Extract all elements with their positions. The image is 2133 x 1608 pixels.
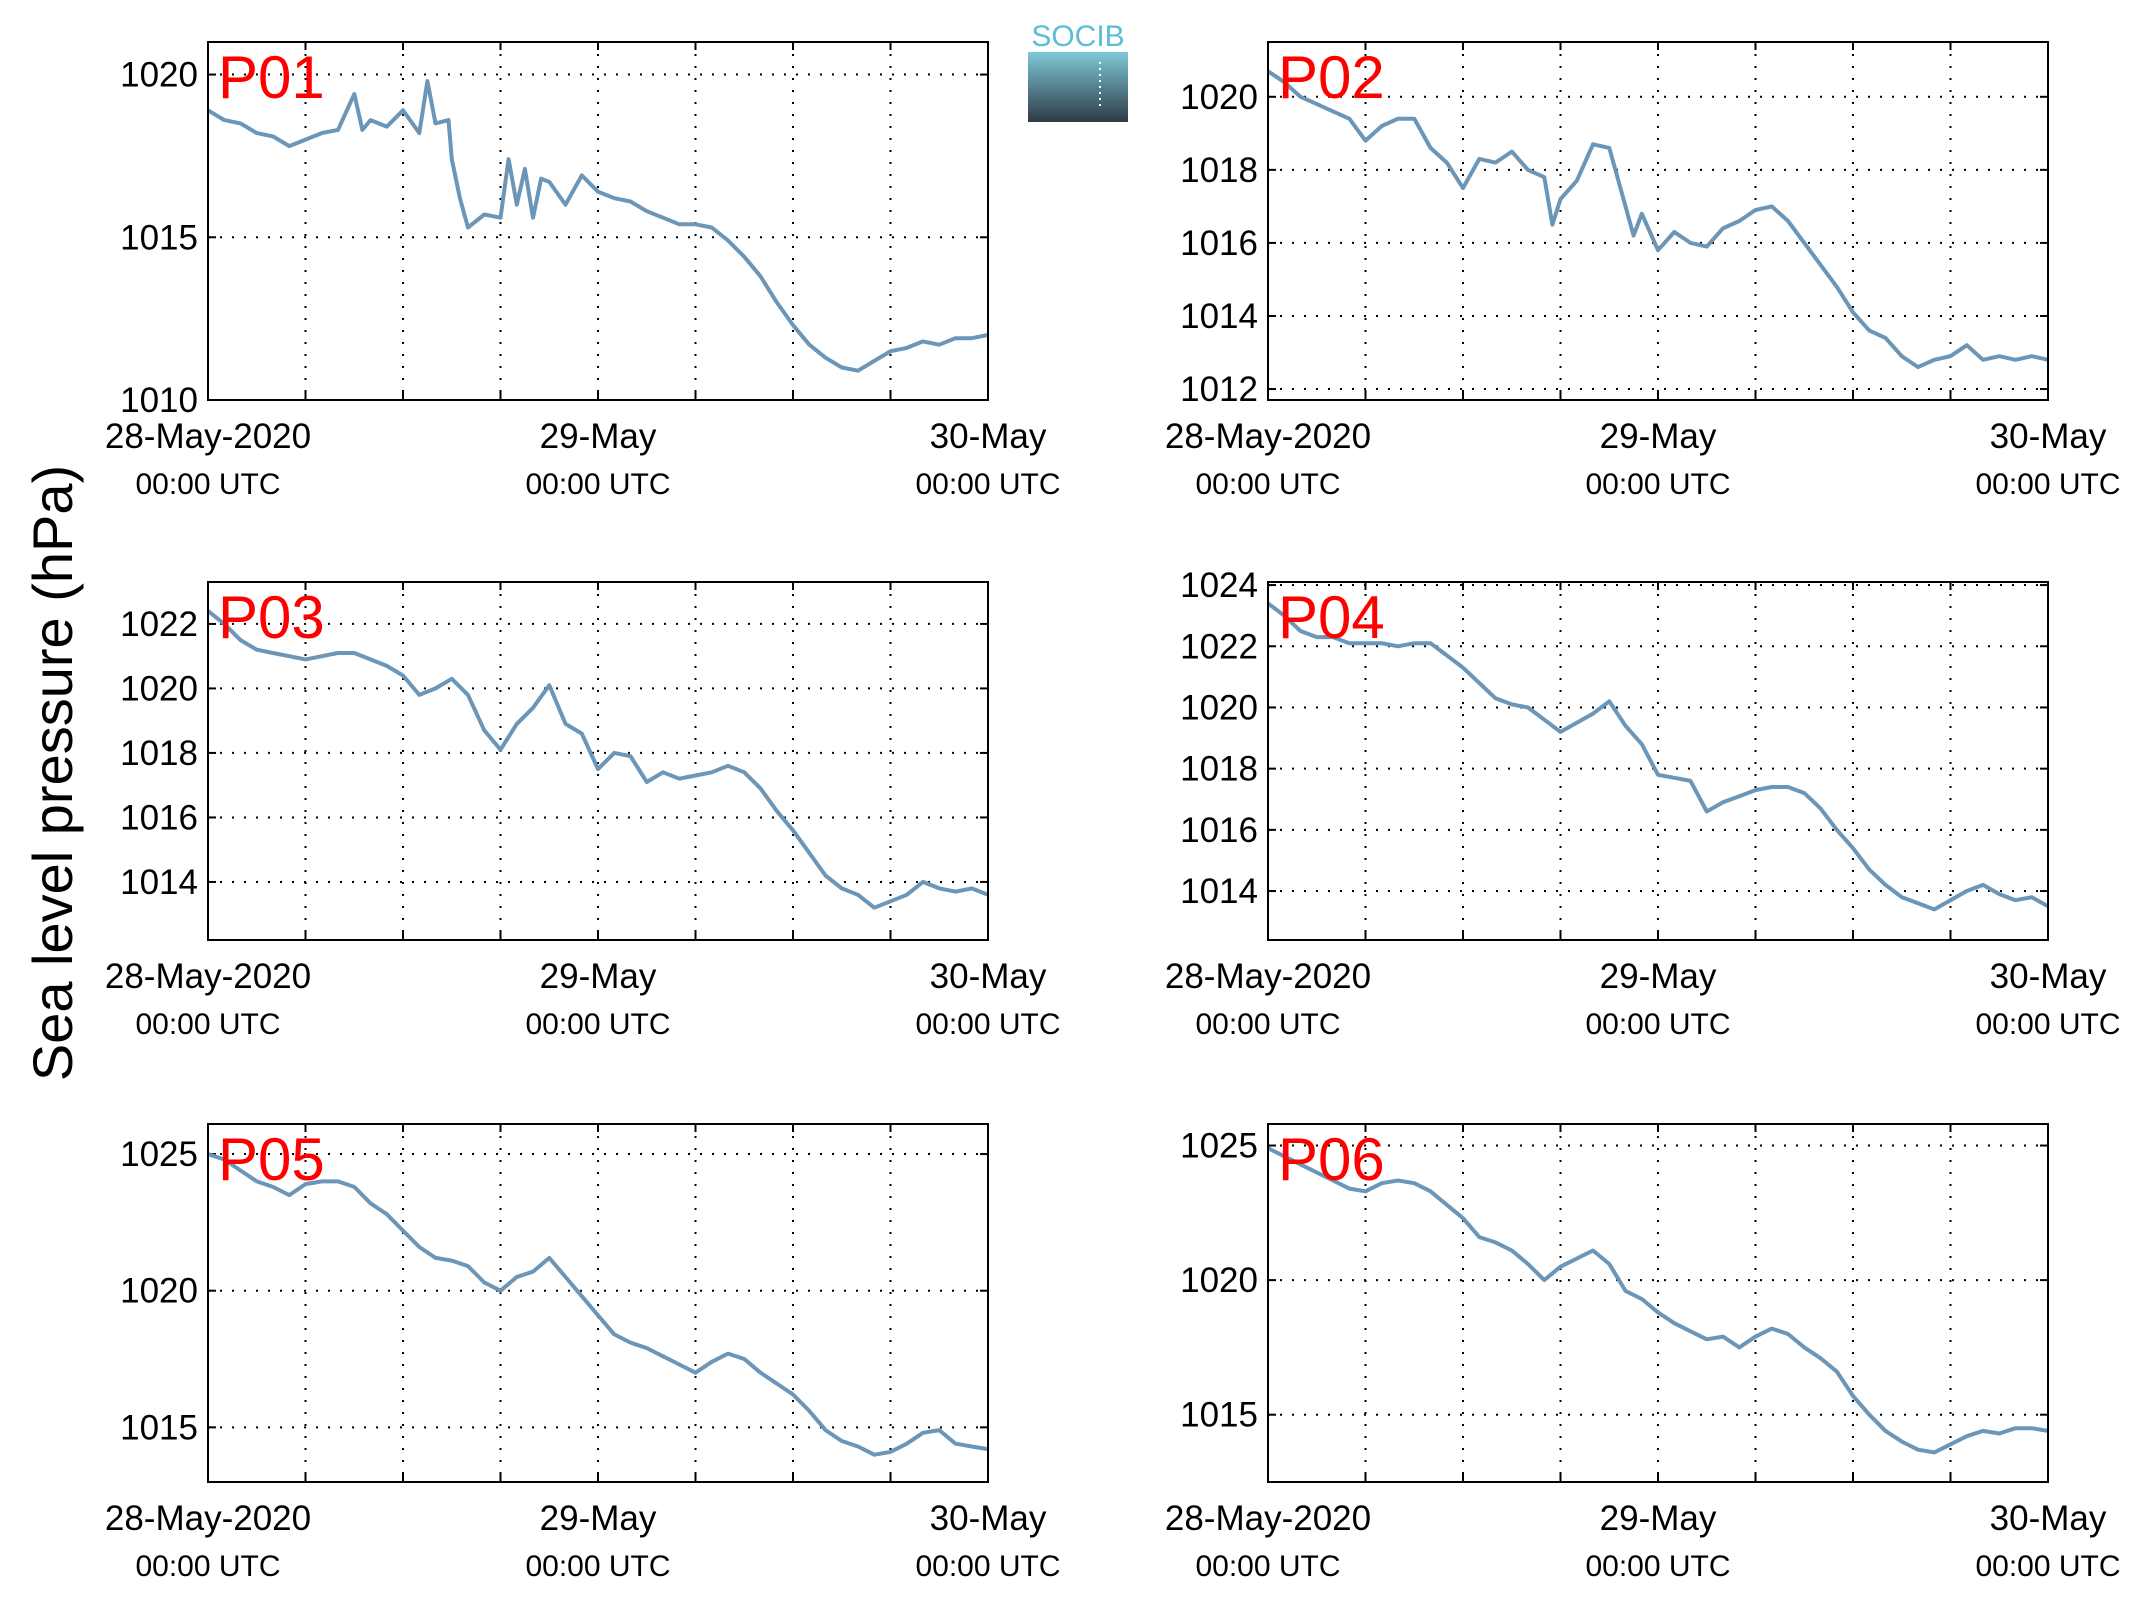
y-tick-label: 1016 xyxy=(1180,224,1258,263)
x-tick-sublabel: 00:00 UTC xyxy=(135,468,280,501)
x-tick-sublabel: 00:00 UTC xyxy=(1585,468,1730,501)
panel-label: P05 xyxy=(218,1126,325,1193)
y-tick-label: 1014 xyxy=(1180,297,1258,336)
x-tick-label: 28-May-2020 xyxy=(105,957,311,996)
y-tick-label: 1015 xyxy=(120,218,198,257)
x-tick-sublabel: 00:00 UTC xyxy=(915,468,1060,501)
panel-p06: 1015 1020 1025 28-May-2020 00:00 UTC 29-May 00… xyxy=(1165,1123,2121,1583)
y-tick-label: 1018 xyxy=(120,734,198,773)
x-tick-sublabel: 00:00 UTC xyxy=(1195,468,1340,501)
x-tick-sublabel: 00:00 UTC xyxy=(1195,1008,1340,1041)
x-tick-label: 29-May xyxy=(1600,1499,1717,1538)
x-tick-label: 30-May xyxy=(930,1499,1047,1538)
logo-mark xyxy=(1028,52,1128,122)
x-tick-sublabel: 00:00 UTC xyxy=(135,1008,280,1041)
x-tick-label: 30-May xyxy=(1990,1499,2107,1538)
x-tick-label: 30-May xyxy=(1990,417,2107,456)
y-tick-label: 1024 xyxy=(1180,566,1258,605)
y-tick-label: 1010 xyxy=(120,381,198,420)
x-tick-sublabel: 00:00 UTC xyxy=(915,1550,1060,1583)
series-line xyxy=(208,609,988,910)
x-tick-label: 30-May xyxy=(1990,957,2107,996)
y-tick-label: 1016 xyxy=(120,798,198,837)
x-tick-label: 29-May xyxy=(1600,417,1717,456)
x-tick-label: 29-May xyxy=(540,1499,657,1538)
series-line xyxy=(208,1152,988,1457)
logo-text: SOCIB xyxy=(1031,20,1124,53)
x-tick-sublabel: 00:00 UTC xyxy=(1975,1550,2120,1583)
y-tick-label: 1015 xyxy=(120,1408,198,1447)
y-tick-label: 1022 xyxy=(120,605,198,644)
x-tick-sublabel: 00:00 UTC xyxy=(915,1008,1060,1041)
panel-label: P02 xyxy=(1278,44,1385,111)
x-tick-label: 28-May-2020 xyxy=(1165,417,1371,456)
axes-frame xyxy=(1267,41,2049,401)
panel-label: P04 xyxy=(1278,584,1385,651)
series-line xyxy=(1268,1146,2048,1455)
x-tick-label: 29-May xyxy=(1600,957,1717,996)
panel-p01: 1010 1015 1020 28-May-2020 00:00 UTC 29-May 00… xyxy=(105,41,1061,501)
x-tick-sublabel: 00:00 UTC xyxy=(1195,1550,1340,1583)
panel-p04: 1014 1016 1018 1020 1022 1024 28-May-2020 00:00… xyxy=(1165,566,2121,1041)
series-line xyxy=(1268,601,2048,912)
y-tick-label: 1014 xyxy=(1180,872,1258,911)
y-tick-label: 1020 xyxy=(120,56,198,95)
panel-label: P06 xyxy=(1278,1126,1385,1193)
axes-frame xyxy=(1267,581,2049,941)
x-tick-label: 29-May xyxy=(540,417,657,456)
y-tick-label: 1022 xyxy=(1180,627,1258,666)
x-tick-sublabel: 00:00 UTC xyxy=(1585,1550,1730,1583)
axes-frame xyxy=(207,581,989,941)
x-tick-label: 28-May-2020 xyxy=(1165,1499,1371,1538)
y-tick-label: 1018 xyxy=(1180,151,1258,190)
axes-frame xyxy=(207,41,989,401)
y-axis-label: Sea level pressure (hPa) xyxy=(21,465,84,1081)
y-tick-label: 1020 xyxy=(1180,1261,1258,1300)
x-tick-sublabel: 00:00 UTC xyxy=(525,1550,670,1583)
y-tick-label: 1025 xyxy=(120,1135,198,1174)
panel-p05: 1015 1020 1025 28-May-2020 00:00 UTC 29-May 00… xyxy=(105,1123,1061,1583)
y-tick-label: 1014 xyxy=(120,863,198,902)
x-tick-sublabel: 00:00 UTC xyxy=(1975,468,2120,501)
axes-frame xyxy=(207,1123,989,1483)
y-tick-label: 1025 xyxy=(1180,1127,1258,1166)
y-tick-label: 1020 xyxy=(1180,78,1258,117)
series-line xyxy=(208,79,988,373)
panel-label: P03 xyxy=(218,584,325,651)
y-tick-label: 1020 xyxy=(120,1272,198,1311)
y-tick-label: 1016 xyxy=(1180,811,1258,850)
y-tick-label: 1012 xyxy=(1180,370,1258,409)
x-tick-label: 30-May xyxy=(930,417,1047,456)
y-tick-label: 1015 xyxy=(1180,1396,1258,1435)
x-tick-sublabel: 00:00 UTC xyxy=(525,1008,670,1041)
series-line xyxy=(1268,69,2048,370)
axes-frame xyxy=(1267,1123,2049,1483)
x-tick-label: 30-May xyxy=(930,957,1047,996)
panel-p02: 1012 1014 1016 1018 1020 28-May-2020 00:00 UTC… xyxy=(1165,41,2121,501)
x-tick-label: 28-May-2020 xyxy=(105,1499,311,1538)
x-tick-label: 28-May-2020 xyxy=(105,417,311,456)
chart-panels: 1010 1015 1020 28-May-2020 00:00 UTC 29-May 00… xyxy=(105,41,2121,1583)
x-tick-sublabel: 00:00 UTC xyxy=(1585,1008,1730,1041)
x-tick-sublabel: 00:00 UTC xyxy=(1975,1008,2120,1041)
x-tick-label: 28-May-2020 xyxy=(1165,957,1371,996)
y-tick-label: 1018 xyxy=(1180,750,1258,789)
panel-label: P01 xyxy=(218,44,325,111)
x-tick-sublabel: 00:00 UTC xyxy=(135,1550,280,1583)
x-tick-sublabel: 00:00 UTC xyxy=(525,468,670,501)
panel-p03: 1014 1016 1018 1020 1022 28-May-2020 00:00 UTC… xyxy=(105,581,1061,1041)
socib-logo: SOCIB xyxy=(1028,20,1128,122)
y-tick-label: 1020 xyxy=(1180,688,1258,727)
y-tick-label: 1020 xyxy=(120,669,198,708)
x-tick-label: 29-May xyxy=(540,957,657,996)
